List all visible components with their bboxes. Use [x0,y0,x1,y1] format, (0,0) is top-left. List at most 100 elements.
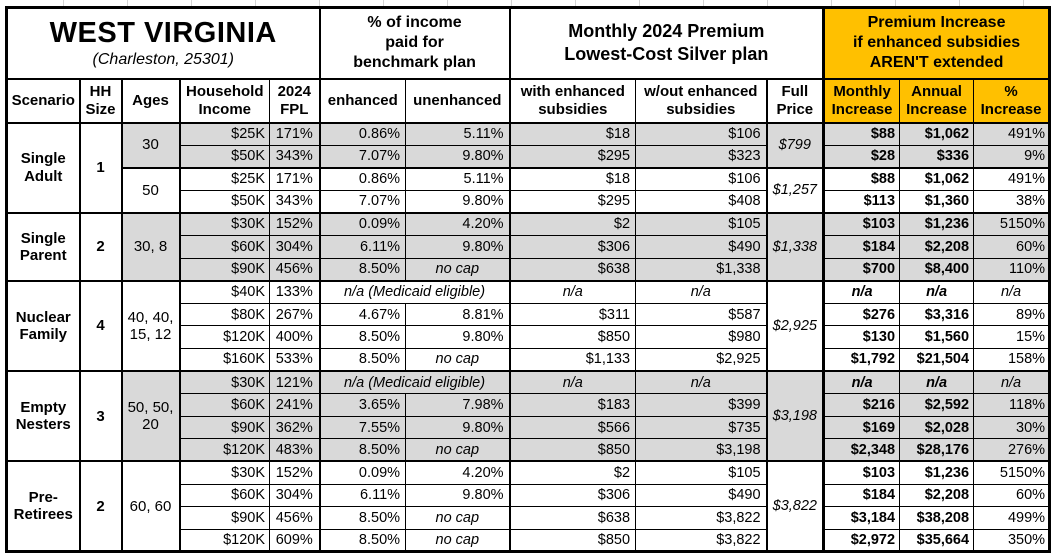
monthly-increase-value: $184 [822,483,901,508]
premium-with-subsidies-value: n/a [508,370,637,395]
fpl-value: 171% [268,166,321,191]
unenhanced-pct-value: 4.20% [405,211,511,236]
premium-without-subsidies-value: $3,822 [635,528,768,553]
fpl-value: 456% [268,257,321,282]
premium-with-subsidies-value: $2 [508,211,637,236]
pct-increase-value: 499% [973,506,1051,530]
monthly-increase-value: $103 [822,211,901,236]
unenhanced-pct-value: 9.80% [405,325,511,349]
household-income-value: $120K [178,325,270,349]
pct-increase-value: n/a [973,370,1051,395]
unenhanced-pct-value: no cap [405,506,511,530]
pct-increase-value: 30% [973,415,1051,440]
premium-without-subsidies-value: $323 [635,144,768,169]
annual-increase-value: n/a [899,279,975,304]
annual-increase-value: $2,208 [899,483,975,508]
fpl-value: 267% [268,302,321,327]
household-income-value: $90K [178,506,270,530]
unenhanced-pct-value: 5.11% [405,166,511,191]
household-income-value: $25K [178,166,270,191]
annual-increase-value: $1,236 [899,460,975,485]
household-income-value: $90K [178,257,270,282]
unenhanced-pct-value: 5.11% [405,121,511,146]
premium-without-subsidies-value: $106 [635,121,768,146]
unenhanced-pct-value: 9.80% [405,415,511,440]
annual-increase-value: $3,316 [899,302,975,327]
annual-increase-value: $2,208 [899,234,975,259]
premium-with-subsidies-value: $566 [508,415,637,440]
fpl-value: 241% [268,393,321,417]
unenhanced-pct-value: no cap [405,257,511,282]
household-income-value: $160K [178,347,270,372]
table-body: Single Adult 1 30 $25K 171% 0.86% 5.11% $18 $106… [6,121,1051,553]
enhanced-pct-value: 8.50% [318,257,407,282]
hh-size-value: 1 [78,121,122,214]
fpl-value: 343% [268,189,321,214]
unenhanced-pct-value: 9.80% [405,483,511,508]
full-price-value: $2,925 [765,279,825,372]
premium-with-subsidies-value: n/a [508,279,637,304]
premium-with-subsidies-value: $638 [508,506,637,530]
ages-value: 30 [120,121,180,169]
medicaid-eligible-note: n/a (Medicaid eligible) [318,279,511,304]
household-income-value: $120K [178,528,270,553]
premium-without-subsidies-value: $3,822 [635,506,768,530]
spreadsheet-gridlines-top [0,0,1053,6]
hh-size-value: 4 [78,279,122,372]
col-header-scenario: Scenario [6,77,80,124]
scenario-label: Empty Nesters [6,370,80,462]
premium-comparison-table: WEST VIRGINIA (Charleston, 25301) % of i… [5,6,1052,553]
col-header-annual-increase: Annual Increase [899,77,975,124]
premium-with-subsidies-value: $850 [508,325,637,349]
pct-increase-value: 89% [973,302,1051,327]
enhanced-pct-value: 4.67% [318,302,407,327]
col-header-ages: Ages [120,77,180,124]
table-title-cell: WEST VIRGINIA (Charleston, 25301) [5,7,321,79]
premium-with-subsidies-value: $311 [508,302,637,327]
premium-without-subsidies-value: $490 [635,483,768,508]
hh-size-value: 3 [78,370,122,462]
pct-increase-value: 276% [973,438,1051,462]
col-header-hh-size: HH Size [78,77,122,124]
fpl-value: 304% [268,483,321,508]
household-income-value: $30K [178,460,270,485]
fpl-value: 343% [268,144,321,169]
household-income-value: $30K [178,211,270,236]
unenhanced-pct-value: no cap [405,438,511,462]
premium-with-subsidies-value: $850 [508,438,637,462]
annual-increase-value: $28,176 [899,438,975,462]
household-income-value: $60K [178,234,270,259]
annual-increase-value: $2,592 [899,393,975,417]
annual-increase-value: $8,400 [899,257,975,282]
enhanced-pct-value: 8.50% [318,506,407,530]
scenario-label: Single Parent [6,211,80,282]
scenario-label: Nuclear Family [6,279,80,372]
pct-increase-value: 491% [973,166,1051,191]
pct-increase-value: 15% [973,325,1051,349]
household-income-value: $30K [178,370,270,395]
full-price-value: $3,198 [765,370,825,462]
enhanced-pct-value: 6.11% [318,483,407,508]
enhanced-pct-value: 8.50% [318,347,407,372]
col-header-without-subsidies: w/out enhanced subsidies [635,77,768,124]
pct-increase-value: 5150% [973,460,1051,485]
pct-increase-value: 9% [973,144,1051,169]
full-price-value: $799 [765,121,825,169]
unenhanced-pct-value: 9.80% [405,189,511,214]
household-income-value: $60K [178,393,270,417]
annual-increase-value: $1,062 [899,121,975,146]
location-subtitle: (Charleston, 25301) [92,50,234,68]
unenhanced-pct-value: no cap [405,528,511,553]
hh-size-value: 2 [78,460,122,553]
unenhanced-pct-value: 7.98% [405,393,511,417]
household-income-value: $80K [178,302,270,327]
monthly-increase-value: $2,972 [822,528,901,553]
scenario-label: Pre- Retirees [6,460,80,553]
monthly-increase-value: $216 [822,393,901,417]
fpl-value: 362% [268,415,321,440]
medicaid-eligible-note: n/a (Medicaid eligible) [318,370,511,395]
increase-group-header: Premium Increase if enhanced subsidies A… [822,7,1051,79]
fpl-value: 152% [268,211,321,236]
premium-without-subsidies-value: $980 [635,325,768,349]
col-header-pct-increase: % Increase [973,77,1051,124]
